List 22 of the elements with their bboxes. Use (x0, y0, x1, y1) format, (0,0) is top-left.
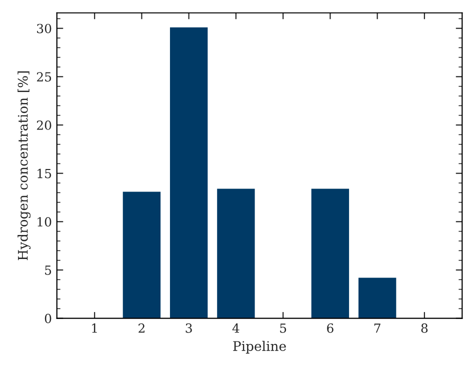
y-tick-label: 5 (45, 266, 52, 275)
bar (217, 188, 255, 318)
bar (170, 27, 208, 318)
x-axis-title: Pipeline (233, 340, 286, 354)
x-tick-label: 4 (232, 323, 240, 333)
y-tick-label: 15 (38, 168, 52, 178)
x-tick-label: 2 (138, 323, 144, 333)
bar (122, 192, 161, 318)
y-tick-label: 0 (44, 314, 52, 324)
y-tick-label: 30 (37, 24, 52, 34)
x-tick-label: 8 (421, 323, 428, 333)
x-tick-label: 5 (280, 324, 286, 333)
x-tick-label: 3 (186, 323, 192, 333)
y-tick-label: 20 (36, 120, 52, 130)
x-tick-label: 6 (327, 323, 334, 333)
bar (311, 188, 350, 318)
y-tick-label: 25 (36, 72, 52, 82)
x-tick-label: 1 (92, 323, 97, 333)
y-axis-title: Hydrogen concentration [%] (18, 71, 31, 260)
bar (358, 278, 396, 318)
x-tick-label: 7 (374, 324, 380, 333)
y-tick-label: 10 (38, 217, 52, 227)
